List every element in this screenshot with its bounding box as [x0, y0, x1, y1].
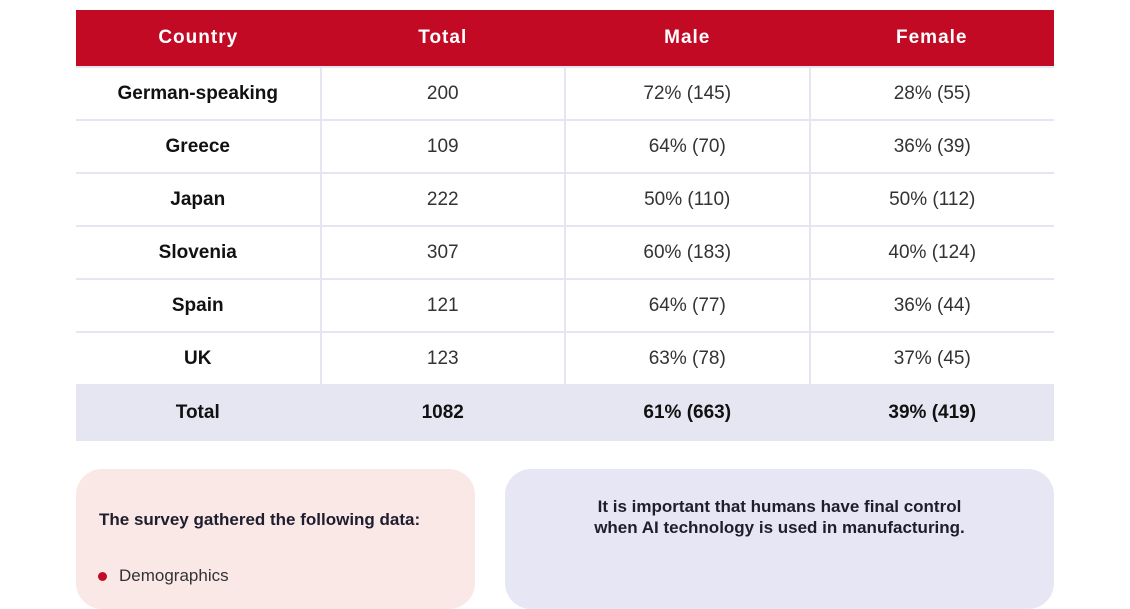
list-item-label: Demographics	[119, 566, 229, 585]
cell-male: 60% (183)	[564, 225, 811, 280]
table-row: German-speaking 200 72% (145) 28% (55)	[76, 66, 1054, 121]
cell-country: UK	[76, 331, 322, 386]
header-male: Male	[565, 10, 810, 67]
header-total: Total	[320, 10, 565, 67]
table-header-row: Country Total Male Female	[76, 10, 1054, 67]
cell-female: 40% (124)	[808, 225, 1054, 280]
cell-male: 64% (77)	[564, 278, 811, 333]
quote-text: It is important that humans have final c…	[505, 496, 1054, 538]
cell-female: 37% (45)	[808, 331, 1054, 386]
cell-female: 50% (112)	[808, 172, 1054, 227]
table-total-row: Total 1082 61% (663) 39% (419)	[76, 384, 1054, 441]
gender-by-country-table: Country Total Male Female German-speakin…	[76, 10, 1054, 441]
cell-female: 36% (44)	[808, 278, 1054, 333]
cell-country: Total	[76, 384, 322, 441]
header-female: Female	[809, 10, 1054, 67]
cell-total: 121	[319, 278, 566, 333]
cell-country: Slovenia	[76, 225, 322, 280]
cell-male: 63% (78)	[564, 331, 811, 386]
cell-male: 50% (110)	[564, 172, 811, 227]
cell-male: 61% (663)	[564, 384, 811, 441]
table-row: Greece 109 64% (70) 36% (39)	[76, 119, 1054, 174]
cell-total: 109	[319, 119, 566, 174]
survey-box-title: The survey gathered the following data:	[99, 510, 421, 529]
quote-box: It is important that humans have final c…	[505, 469, 1054, 609]
list-item: Demographics	[98, 566, 229, 586]
cell-female: 36% (39)	[808, 119, 1054, 174]
cell-male: 72% (145)	[564, 66, 811, 121]
cell-total: 307	[319, 225, 566, 280]
quote-line-1: It is important that humans have final c…	[597, 497, 962, 516]
cell-female: 28% (55)	[808, 66, 1054, 121]
table-row: Spain 121 64% (77) 36% (44)	[76, 278, 1054, 333]
table-row: Japan 222 50% (110) 50% (112)	[76, 172, 1054, 227]
table-row: Slovenia 307 60% (183) 40% (124)	[76, 225, 1054, 280]
cell-country: German-speaking	[76, 66, 322, 121]
bullet-dot-icon	[98, 571, 107, 581]
quote-line-2: when AI technology is used in manufactur…	[594, 518, 965, 537]
cell-male: 64% (70)	[564, 119, 811, 174]
cell-total: 123	[319, 331, 566, 386]
cell-female: 39% (419)	[808, 384, 1054, 441]
cell-country: Spain	[76, 278, 322, 333]
cell-total: 222	[319, 172, 566, 227]
cell-total: 200	[319, 66, 566, 121]
cell-total: 1082	[319, 384, 566, 441]
table-row: UK 123 63% (78) 37% (45)	[76, 331, 1054, 386]
cell-country: Japan	[76, 172, 322, 227]
cell-country: Greece	[76, 119, 322, 174]
header-country: Country	[76, 10, 321, 67]
survey-data-box: The survey gathered the following data: …	[76, 469, 475, 609]
